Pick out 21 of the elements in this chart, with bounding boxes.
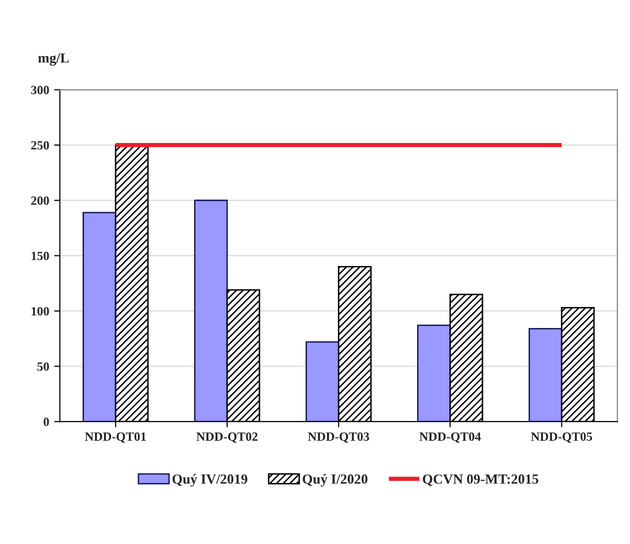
bar xyxy=(82,212,116,422)
y-tick-label: 150 xyxy=(32,252,49,260)
y-tick-label: 250 xyxy=(31,141,49,150)
bar xyxy=(306,341,340,422)
bar xyxy=(194,200,228,422)
legend-label: QCVN 09-MT:2015 xyxy=(422,474,538,486)
x-tick-label: NDD-QT03 xyxy=(308,432,370,443)
bar xyxy=(417,324,451,422)
bar xyxy=(528,328,562,422)
y-tick-label: 200 xyxy=(31,196,49,205)
y-tick-label: 0 xyxy=(44,418,49,426)
legend-label: Quý I/2020 xyxy=(302,474,368,487)
x-tick-label: NDD-QT04 xyxy=(419,432,481,443)
y-tick-label: 50 xyxy=(37,362,49,371)
x-tick-label: NDD-QT02 xyxy=(196,432,258,443)
x-tick-label: NDD-QT01 xyxy=(84,432,146,443)
y-axis-title: mg/L xyxy=(38,53,69,66)
y-tick-label: 300 xyxy=(31,86,49,94)
y-tick-label: 100 xyxy=(32,307,49,316)
x-tick-label: NDD-QT05 xyxy=(530,432,592,443)
legend-label: Quý IV/2019 xyxy=(172,474,248,487)
